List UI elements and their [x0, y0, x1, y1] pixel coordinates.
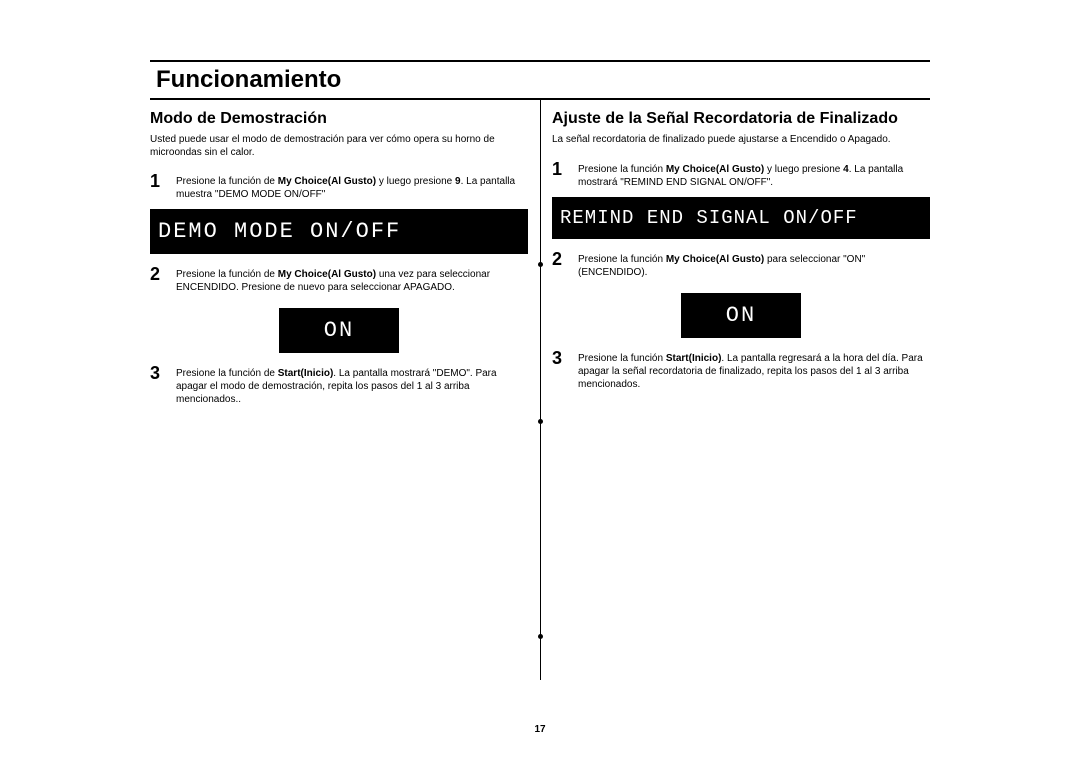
text-run: Presione la función de: [176, 176, 278, 187]
text-run: y luego presione: [376, 176, 455, 187]
right-step-3: 3 Presione la función Start(Inicio). La …: [552, 348, 930, 391]
text-run: Presione la función: [578, 164, 666, 175]
left-column: Modo de Demostración Usted puede usar el…: [150, 100, 540, 414]
text-run: y luego presione: [764, 164, 843, 175]
bold-run: My Choice(Al Gusto): [666, 164, 764, 175]
step-text: Presione la función de My Choice(Al Gust…: [176, 264, 528, 294]
step-text: Presione la función My Choice(Al Gusto) …: [578, 249, 930, 279]
left-step-3: 3 Presione la función de Start(Inicio). …: [150, 363, 528, 406]
left-subheading: Modo de Demostración: [150, 110, 528, 128]
section-title: Funcionamiento: [150, 60, 930, 100]
step-text: Presione la función My Choice(Al Gusto) …: [578, 159, 930, 189]
step-number: 1: [552, 159, 578, 189]
lcd-wrap: ON: [552, 287, 930, 348]
bold-run: Start(Inicio): [666, 353, 722, 364]
bold-run: My Choice(Al Gusto): [278, 269, 376, 280]
text-run: Presione la función: [578, 254, 666, 265]
divider-dot: [538, 419, 543, 424]
column-divider: [540, 100, 541, 680]
right-step-2: 2 Presione la función My Choice(Al Gusto…: [552, 249, 930, 279]
bold-run: My Choice(Al Gusto): [278, 176, 376, 187]
step-text: Presione la función de My Choice(Al Gust…: [176, 171, 528, 201]
bold-run: Start(Inicio): [278, 368, 334, 379]
lcd-display: DEMO MODE ON/OFF: [150, 209, 528, 254]
right-column: Ajuste de la Señal Recordatoria de Final…: [540, 100, 930, 414]
text-run: Presione la función: [578, 353, 666, 364]
page-number: 17: [0, 724, 1080, 735]
left-intro: Usted puede usar el modo de demostración…: [150, 134, 528, 159]
step-number: 1: [150, 171, 176, 201]
right-subheading: Ajuste de la Señal Recordatoria de Final…: [552, 110, 930, 128]
right-intro: La señal recordatoria de finalizado pued…: [552, 134, 930, 147]
divider-dot: [538, 634, 543, 639]
text-run: Presione la función de: [176, 269, 278, 280]
step-number: 2: [150, 264, 176, 294]
left-step-1: 1 Presione la función de My Choice(Al Gu…: [150, 171, 528, 201]
lcd-wrap: ON: [150, 302, 528, 363]
step-number: 3: [150, 363, 176, 406]
bold-run: My Choice(Al Gusto): [666, 254, 764, 265]
step-text: Presione la función Start(Inicio). La pa…: [578, 348, 930, 391]
lcd-display: ON: [279, 308, 399, 353]
text-run: Presione la función de: [176, 368, 278, 379]
left-step-2: 2 Presione la función de My Choice(Al Gu…: [150, 264, 528, 294]
step-text: Presione la función de Start(Inicio). La…: [176, 363, 528, 406]
lcd-display: ON: [681, 293, 801, 338]
step-number: 2: [552, 249, 578, 279]
lcd-display: REMIND END SIGNAL ON/OFF: [552, 197, 930, 239]
right-step-1: 1 Presione la función My Choice(Al Gusto…: [552, 159, 930, 189]
step-number: 3: [552, 348, 578, 391]
